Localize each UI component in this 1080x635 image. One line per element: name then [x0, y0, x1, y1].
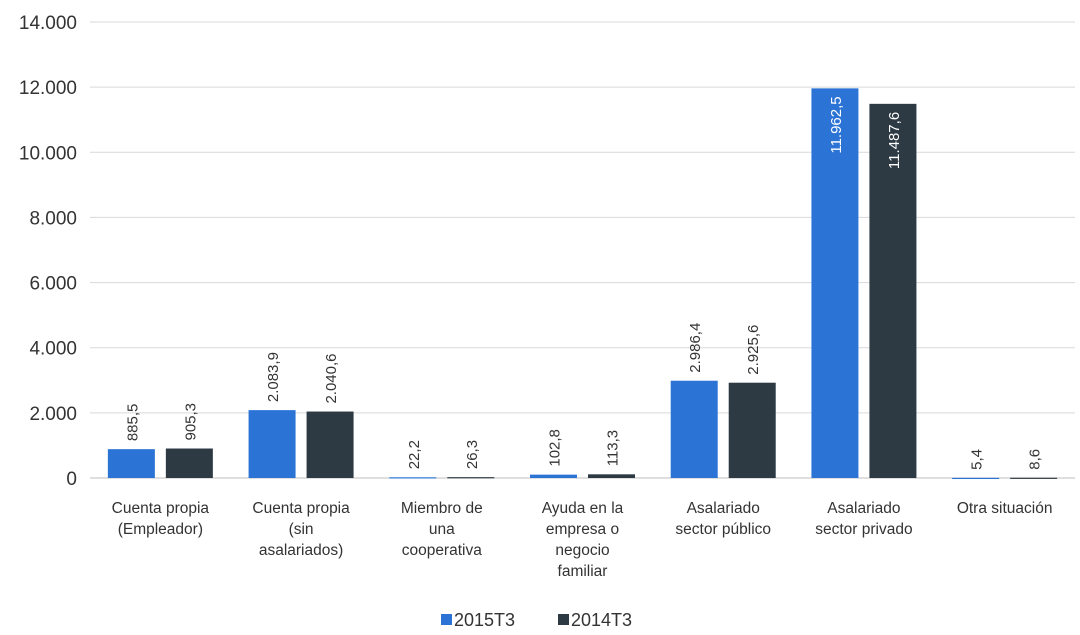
x-tick-label-line: empresa o: [546, 521, 619, 538]
legend: 2015T3 2014T3: [441, 610, 632, 630]
x-tick-label-line: familiar: [558, 563, 608, 580]
bar-2014T3: [728, 382, 776, 478]
legend-label: 2015T3: [454, 610, 515, 630]
data-label: 113,3: [605, 430, 622, 466]
bar-2015T3: [811, 88, 859, 478]
x-tick-label: Otra situación: [957, 500, 1053, 517]
bar-2015T3: [389, 477, 437, 479]
data-label: 11.962,5: [828, 96, 845, 153]
data-label: 885,5: [124, 404, 141, 442]
x-tick-label-line: Cuenta propia: [252, 500, 350, 517]
bar-2014T3: [869, 103, 917, 478]
y-tick-label: 6.000: [29, 274, 77, 295]
legend-label: 2014T3: [571, 610, 632, 630]
bar-2015T3: [670, 380, 718, 478]
x-tick-label-line: Asalariado: [827, 500, 900, 517]
x-tick-label-line: negocio: [555, 542, 609, 559]
data-label: 5,4: [969, 449, 986, 470]
x-tick-label-line: cooperativa: [402, 542, 483, 559]
legend-swatch-2015T3: [441, 614, 452, 625]
y-axis: 0 2.000 4.000 6.000 8.000 10.000 12.000 14.000: [19, 13, 77, 490]
bar-2014T3: [165, 448, 213, 478]
x-tick-label-line: Cuenta propia: [112, 500, 210, 517]
x-tick-label-line: Otra situación: [957, 500, 1053, 517]
y-tick-label: 0: [66, 469, 77, 490]
data-label: 11.487,6: [886, 112, 903, 169]
bar-2015T3: [248, 410, 296, 478]
data-label: 2.925,6: [745, 325, 762, 375]
bars: [107, 88, 1058, 480]
x-tick-label-line: Ayuda en la: [542, 500, 624, 517]
data-label: 8,6: [1027, 449, 1044, 470]
y-tick-label: 2.000: [29, 404, 77, 425]
data-label: 2.986,4: [687, 323, 704, 373]
data-label: 22,2: [406, 440, 423, 469]
data-labels: 885,5 905,3 2.083,9 2.040,6 22,2 26,3 102,8 113…: [124, 96, 1043, 469]
gridlines: [90, 21, 1075, 479]
legend-swatch-2014T3: [558, 614, 569, 625]
x-tick-label-line: Miembro de: [401, 500, 483, 517]
bar-2014T3: [1010, 477, 1058, 479]
bar-2014T3: [588, 474, 635, 478]
y-tick-label: 14.000: [19, 13, 77, 34]
bar-2014T3: [306, 411, 354, 478]
x-tick-label: Miembro de una cooperativa: [401, 500, 483, 559]
x-tick-label-line: sector público: [675, 521, 771, 538]
x-tick-label: Asalariado sector privado: [815, 500, 912, 538]
bar-2015T3: [952, 477, 1000, 480]
x-tick-label-line: Asalariado: [687, 500, 760, 517]
x-tick-label-line: una: [429, 521, 455, 538]
y-tick-label: 10.000: [19, 143, 77, 164]
y-tick-label: 4.000: [29, 339, 77, 360]
x-tick-label: Cuenta propia (sin asalariados): [252, 500, 350, 559]
data-label: 102,8: [547, 429, 564, 467]
data-label: 2.040,6: [323, 353, 340, 403]
x-tick-label: Ayuda en la empresa o negocio familiar: [542, 500, 624, 580]
x-tick-label: Cuenta propia (Empleador): [112, 500, 210, 538]
x-tick-label-line: (sin: [289, 521, 314, 538]
data-label: 26,3: [464, 440, 481, 469]
x-axis: Cuenta propia (Empleador) Cuenta propia (si…: [112, 500, 1053, 580]
x-tick-label: Asalariado sector público: [675, 500, 771, 538]
y-tick-label: 12.000: [19, 78, 77, 99]
bar-2014T3: [447, 477, 495, 479]
bar-2015T3: [530, 474, 577, 478]
y-tick-label: 8.000: [29, 208, 77, 229]
x-tick-label-line: asalariados): [259, 542, 343, 559]
x-tick-label-line: (Empleador): [118, 521, 203, 538]
bar-2015T3: [107, 449, 155, 478]
data-label: 2.083,9: [265, 352, 282, 402]
x-tick-label-line: sector privado: [815, 521, 912, 538]
data-label: 905,3: [182, 403, 199, 441]
